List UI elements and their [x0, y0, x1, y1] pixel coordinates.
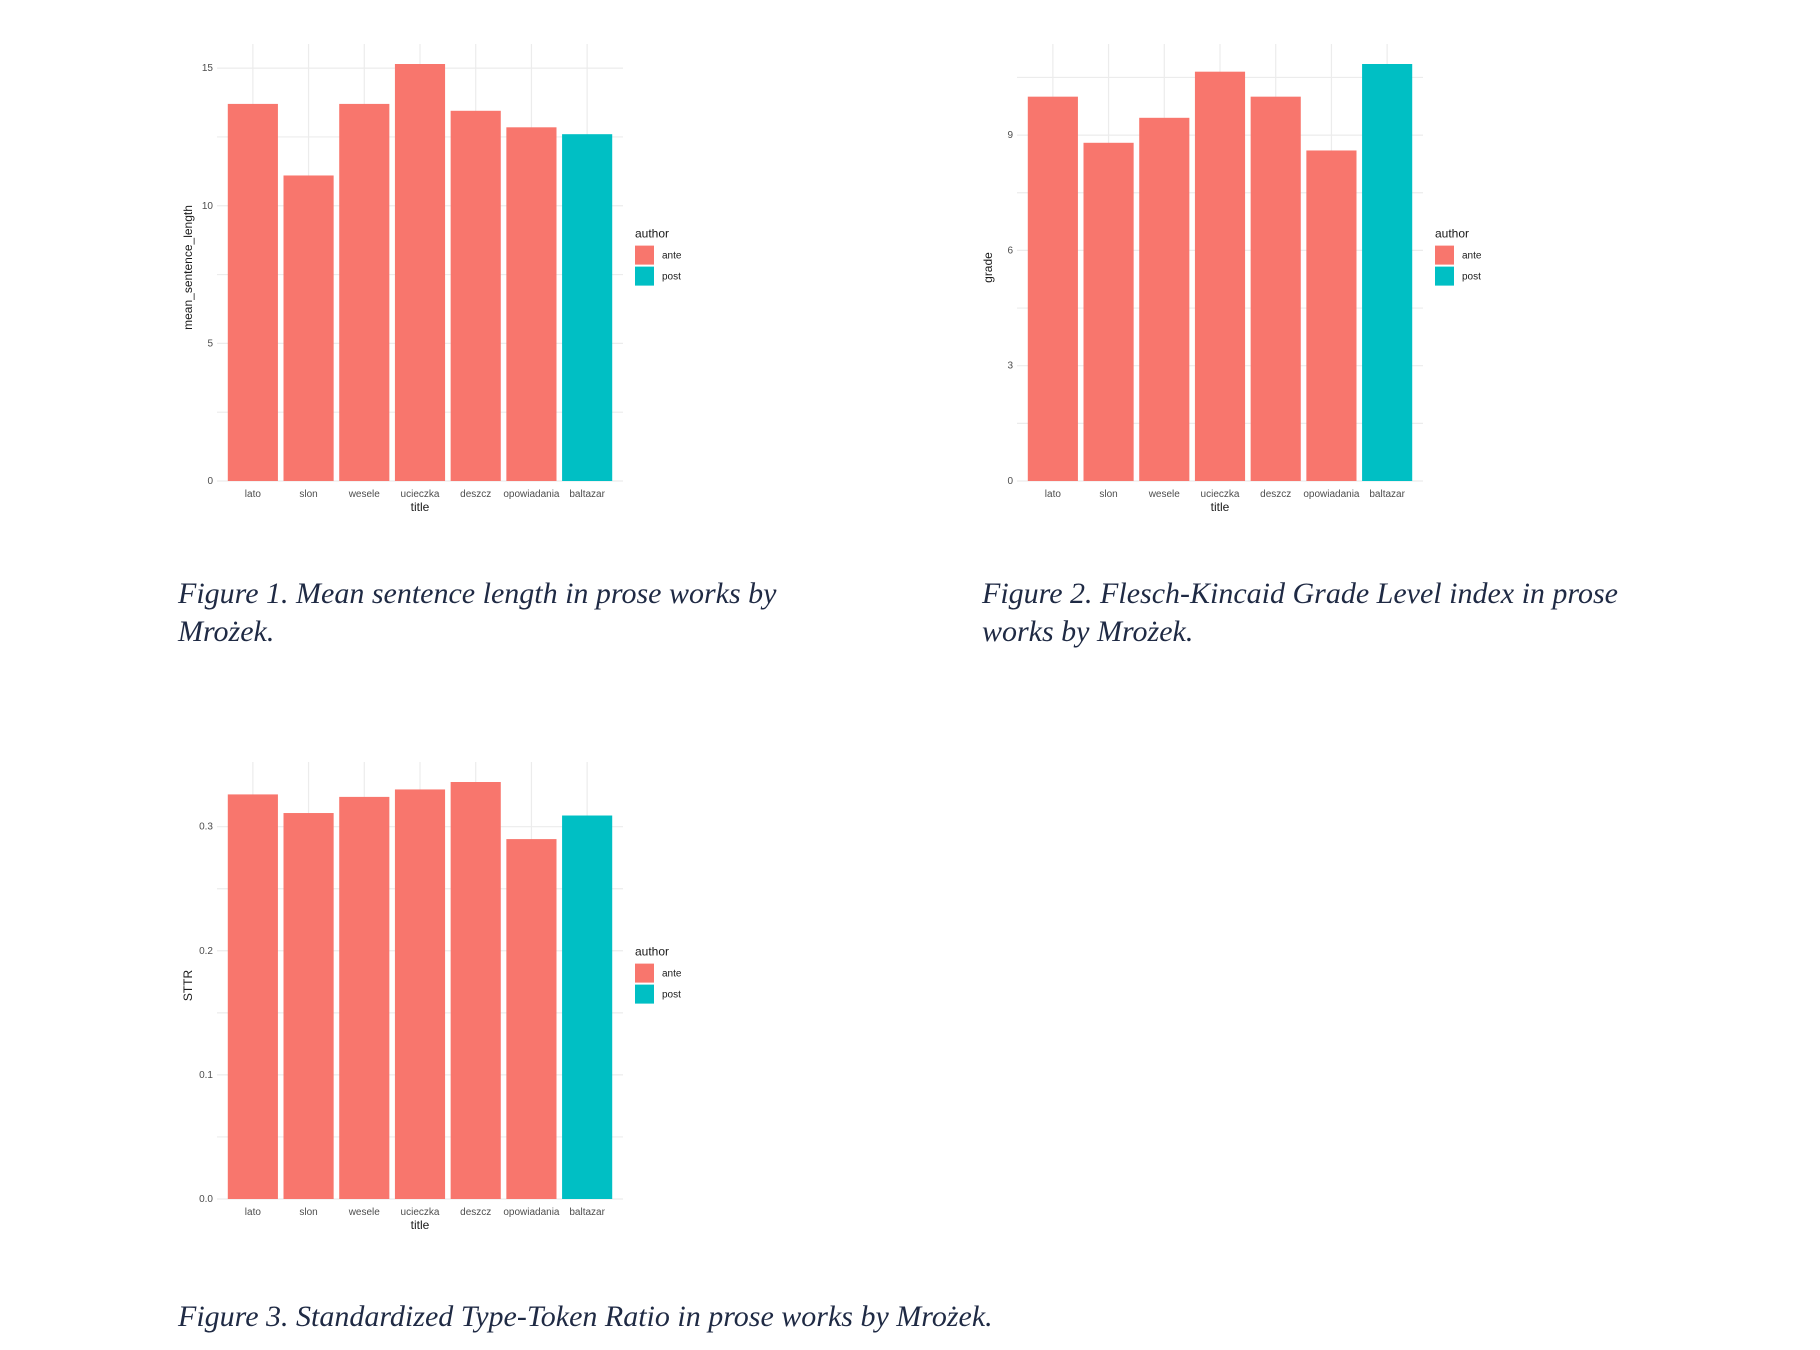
y-tick-label: 10	[202, 201, 214, 212]
legend-label-ante: ante	[662, 251, 682, 262]
legend-key-post	[635, 266, 654, 286]
x-tick-label: opowiadania	[1303, 489, 1360, 500]
y-tick-label: 0.1	[199, 1070, 213, 1081]
bar-wesele	[339, 103, 390, 481]
x-tick-label: ucieczka	[401, 1207, 440, 1218]
flesch-kincaid-grade-chart: 0 3 6 9 lato slon wesele ucieczka deszcz opowiada…	[981, 44, 1482, 514]
y-tick-label: 0.2	[199, 946, 213, 957]
legend-label-ante: ante	[662, 969, 682, 980]
y-axis-title: mean_sentence_length	[181, 205, 195, 330]
bar-lato	[227, 103, 278, 481]
x-tick-label: baltazar	[569, 1207, 605, 1218]
y-tick-label: 9	[1007, 130, 1013, 141]
x-tick-label: lato	[245, 1207, 262, 1218]
bar-slon	[283, 175, 334, 481]
bar-slon	[1083, 142, 1134, 481]
x-tick-label: ucieczka	[1201, 489, 1240, 500]
y-tick-label: 0.0	[199, 1194, 213, 1205]
legend-key-ante	[635, 245, 654, 265]
bar-ucieczka	[394, 64, 446, 481]
legend-key-post	[635, 984, 654, 1004]
bar-deszcz	[450, 782, 501, 1199]
x-tick-label: lato	[1045, 489, 1062, 500]
mean-sentence-length-chart: 0 5 10 15 lato slon wesele ucieczka deszcz opowia…	[181, 44, 682, 514]
x-tick-label: wesele	[348, 489, 381, 500]
bar-opowiadania	[1306, 150, 1357, 481]
x-tick-label: baltazar	[1369, 489, 1405, 500]
x-tick-label: wesele	[348, 1207, 381, 1218]
legend-label-post: post	[1462, 272, 1481, 283]
figure-2-caption: Figure 2. Flesch-Kincaid Grade Level ind…	[982, 577, 1618, 648]
bar-deszcz	[1250, 96, 1301, 481]
bar-baltazar	[1362, 64, 1413, 481]
x-tick-label: opowiadania	[503, 489, 560, 500]
legend-key-ante	[1435, 245, 1454, 265]
bar-lato	[227, 794, 278, 1199]
legend-key-post	[1435, 266, 1454, 286]
y-tick-label: 15	[202, 63, 214, 74]
y-tick-label: 3	[1007, 361, 1013, 372]
legend-title: author	[635, 227, 669, 241]
x-axis-title: title	[411, 500, 430, 514]
bar-deszcz	[450, 110, 501, 481]
bar-opowiadania	[506, 839, 557, 1199]
x-axis-title: title	[1211, 500, 1230, 514]
x-tick-label: wesele	[1148, 489, 1181, 500]
y-tick-label: 0	[1007, 476, 1013, 487]
bar-wesele	[339, 796, 390, 1199]
x-tick-label: ucieczka	[401, 489, 440, 500]
x-tick-label: lato	[245, 489, 262, 500]
bar-lato	[1027, 96, 1078, 481]
y-axis-title: STTR	[181, 970, 195, 1002]
x-tick-label: deszcz	[460, 489, 491, 500]
x-tick-label: slon	[1099, 489, 1117, 500]
x-tick-label: deszcz	[460, 1207, 491, 1218]
bar-ucieczka	[1194, 71, 1246, 481]
bar-wesele	[1139, 117, 1190, 481]
legend-key-ante	[635, 963, 654, 983]
figure-3-caption: Figure 3. Standardized Type-Token Ratio …	[178, 1300, 993, 1333]
legend-label-post: post	[662, 272, 681, 283]
x-tick-label: slon	[299, 1207, 317, 1218]
x-tick-label: baltazar	[569, 489, 605, 500]
bar-ucieczka	[394, 789, 446, 1199]
sttr-chart: 0.0 0.1 0.2 0.3 lato slon wesele ucieczka deszcz…	[181, 762, 682, 1232]
x-tick-label: deszcz	[1260, 489, 1291, 500]
x-axis-title: title	[411, 1218, 430, 1232]
x-tick-label: opowiadania	[503, 1207, 560, 1218]
bar-baltazar	[562, 815, 613, 1199]
legend-label-ante: ante	[1462, 251, 1482, 262]
y-axis-title: grade	[981, 252, 995, 283]
legend-label-post: post	[662, 990, 681, 1001]
legend-title: author	[635, 945, 669, 959]
bar-opowiadania	[506, 127, 557, 481]
x-tick-label: slon	[299, 489, 317, 500]
bar-baltazar	[562, 134, 613, 481]
bar-slon	[283, 813, 334, 1199]
y-tick-label: 5	[207, 338, 213, 349]
y-tick-label: 6	[1007, 245, 1013, 256]
y-tick-label: 0.3	[199, 822, 213, 833]
figure-1-caption: Figure 1. Mean sentence length in prose …	[178, 577, 777, 648]
legend-title: author	[1435, 227, 1469, 241]
y-tick-label: 0	[207, 476, 213, 487]
